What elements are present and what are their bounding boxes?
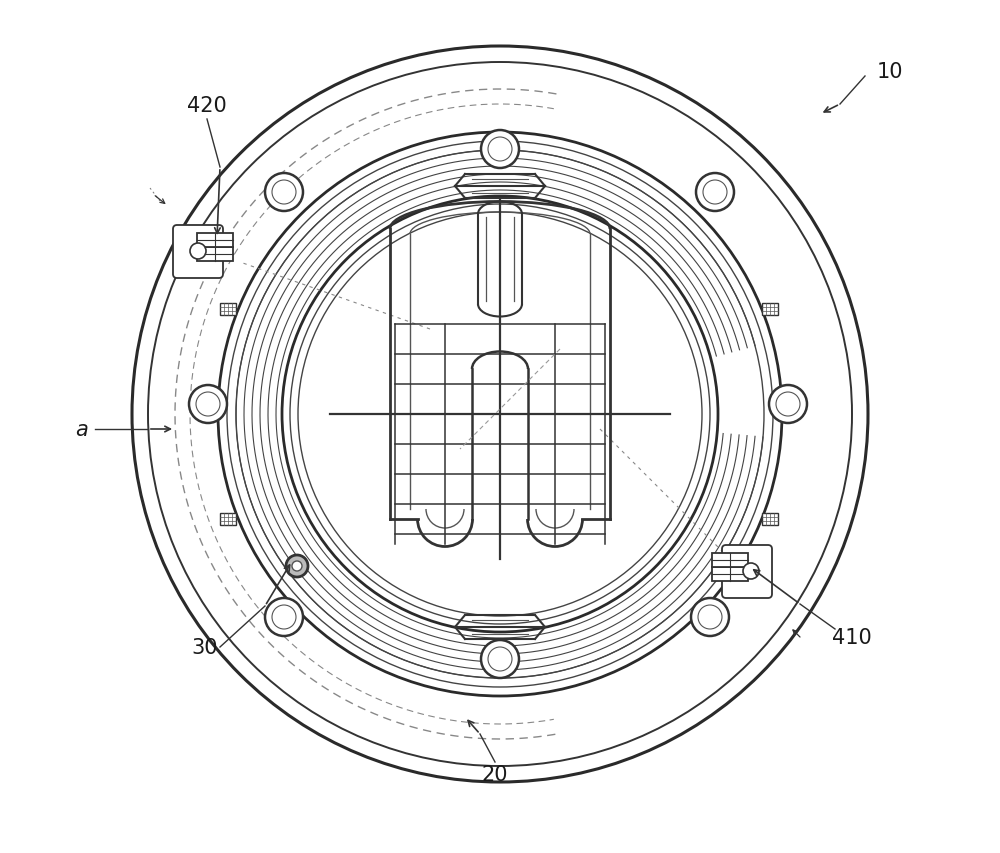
Circle shape <box>286 555 308 577</box>
FancyBboxPatch shape <box>722 545 772 598</box>
Bar <box>762 304 778 316</box>
Bar <box>197 247 233 262</box>
Circle shape <box>265 174 303 212</box>
Circle shape <box>292 561 302 572</box>
Circle shape <box>190 244 206 259</box>
FancyBboxPatch shape <box>173 226 223 279</box>
Circle shape <box>769 386 807 423</box>
Text: 420: 420 <box>187 96 227 116</box>
Circle shape <box>481 131 519 169</box>
Circle shape <box>696 174 734 212</box>
Bar <box>712 554 748 567</box>
Text: 30: 30 <box>192 637 218 657</box>
Circle shape <box>265 598 303 636</box>
Circle shape <box>481 641 519 678</box>
Bar <box>762 514 778 525</box>
Text: 10: 10 <box>877 62 903 82</box>
Bar <box>197 234 233 247</box>
Text: a: a <box>76 420 88 439</box>
Circle shape <box>189 386 227 423</box>
Text: 20: 20 <box>482 764 508 784</box>
Bar <box>220 514 236 525</box>
Text: 410: 410 <box>832 627 872 647</box>
Bar <box>712 567 748 581</box>
Circle shape <box>743 563 759 579</box>
Circle shape <box>691 598 729 636</box>
Bar <box>220 304 236 316</box>
